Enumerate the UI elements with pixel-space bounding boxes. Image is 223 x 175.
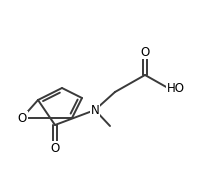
Text: O: O: [140, 46, 150, 58]
Text: HO: HO: [167, 82, 185, 95]
Text: O: O: [50, 142, 60, 155]
Text: N: N: [91, 103, 99, 117]
Text: O: O: [17, 111, 27, 124]
